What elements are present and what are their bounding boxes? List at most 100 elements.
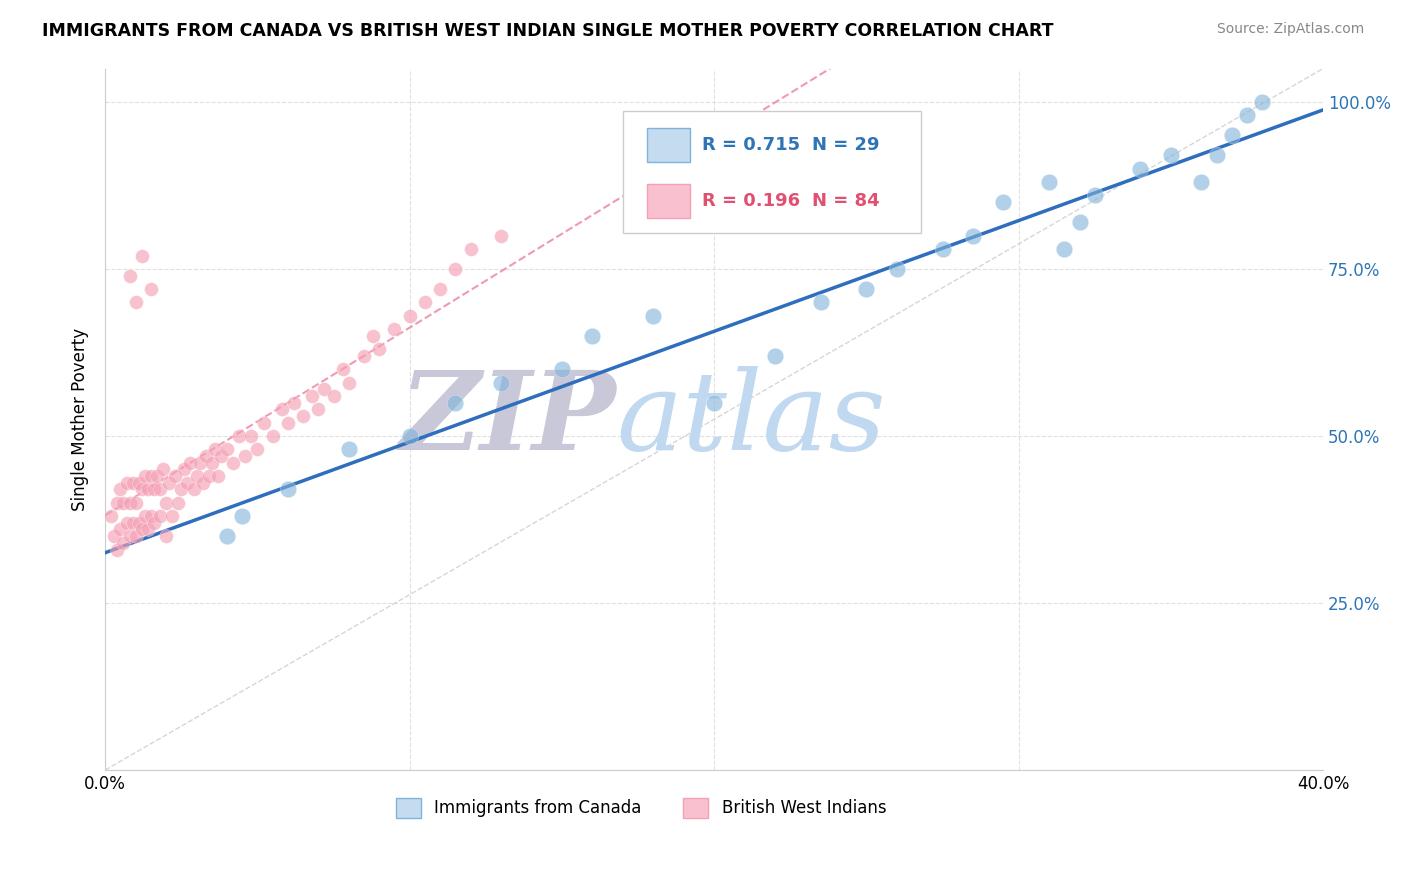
Point xyxy=(139,469,162,483)
Point xyxy=(292,409,315,423)
FancyBboxPatch shape xyxy=(623,111,921,234)
Point xyxy=(551,362,574,376)
Point xyxy=(131,483,153,497)
Point xyxy=(444,262,467,277)
Point xyxy=(444,395,467,409)
Point xyxy=(460,242,482,256)
Point xyxy=(110,523,132,537)
Text: IMMIGRANTS FROM CANADA VS BRITISH WEST INDIAN SINGLE MOTHER POVERTY CORRELATION : IMMIGRANTS FROM CANADA VS BRITISH WEST I… xyxy=(42,22,1053,40)
Point xyxy=(1084,188,1107,202)
Point xyxy=(270,402,292,417)
Legend: Immigrants from Canada, British West Indians: Immigrants from Canada, British West Ind… xyxy=(389,791,893,825)
Point xyxy=(142,483,165,497)
Point xyxy=(131,249,153,263)
Point xyxy=(240,429,263,443)
FancyBboxPatch shape xyxy=(647,185,690,218)
Point xyxy=(149,483,172,497)
Point xyxy=(128,516,150,530)
Point xyxy=(188,456,211,470)
Point xyxy=(962,228,984,243)
Point xyxy=(131,523,153,537)
Point xyxy=(186,469,208,483)
Point xyxy=(810,295,832,310)
Point xyxy=(118,529,141,543)
Point xyxy=(489,376,512,390)
Point xyxy=(1189,175,1212,189)
Point xyxy=(191,475,214,490)
Point xyxy=(1069,215,1091,229)
Point xyxy=(301,389,323,403)
Point xyxy=(215,529,238,543)
Point xyxy=(703,395,725,409)
Point xyxy=(429,282,451,296)
Point xyxy=(183,483,205,497)
Point xyxy=(155,496,177,510)
FancyBboxPatch shape xyxy=(647,128,690,161)
Point xyxy=(124,529,146,543)
Point xyxy=(1129,161,1152,176)
Point xyxy=(165,469,187,483)
Text: R = 0.196: R = 0.196 xyxy=(702,192,800,211)
Point xyxy=(179,456,201,470)
Point xyxy=(155,529,177,543)
Point xyxy=(246,442,269,457)
Point xyxy=(993,195,1015,210)
Point xyxy=(322,389,344,403)
Point xyxy=(222,456,245,470)
Point xyxy=(139,282,162,296)
Point xyxy=(581,328,603,343)
Text: Source: ZipAtlas.com: Source: ZipAtlas.com xyxy=(1216,22,1364,37)
Point xyxy=(124,496,146,510)
Point xyxy=(115,475,138,490)
Point xyxy=(368,342,391,356)
Point xyxy=(1236,108,1258,122)
Point xyxy=(100,509,122,524)
Point xyxy=(1038,175,1060,189)
Point xyxy=(112,536,135,550)
Point xyxy=(121,516,143,530)
Point xyxy=(1160,148,1182,162)
Point xyxy=(173,462,195,476)
Point xyxy=(204,442,226,457)
Point xyxy=(931,242,953,256)
Point xyxy=(209,449,232,463)
Point xyxy=(398,309,420,323)
Point xyxy=(361,328,384,343)
Point xyxy=(1251,95,1274,109)
Point xyxy=(277,483,299,497)
Point xyxy=(160,509,183,524)
Point xyxy=(110,483,132,497)
Point xyxy=(886,262,908,277)
Point xyxy=(277,416,299,430)
Point xyxy=(128,475,150,490)
Point xyxy=(139,509,162,524)
Point xyxy=(197,469,219,483)
Text: atlas: atlas xyxy=(617,366,886,473)
Point xyxy=(262,429,284,443)
Point xyxy=(1053,242,1076,256)
Point xyxy=(118,496,141,510)
Point xyxy=(134,469,156,483)
Point xyxy=(121,475,143,490)
Point xyxy=(314,382,336,396)
Point xyxy=(643,309,665,323)
Point xyxy=(170,483,193,497)
Point xyxy=(1220,128,1243,143)
Point xyxy=(201,456,224,470)
Point xyxy=(231,509,253,524)
Point xyxy=(233,449,256,463)
Point xyxy=(105,496,128,510)
Point xyxy=(194,449,217,463)
Point xyxy=(157,475,180,490)
Point xyxy=(136,483,159,497)
Point xyxy=(332,362,354,376)
Point xyxy=(228,429,250,443)
Point xyxy=(398,429,420,443)
Point xyxy=(489,228,512,243)
Point xyxy=(283,395,305,409)
Point xyxy=(152,462,174,476)
Text: N = 29: N = 29 xyxy=(811,136,879,154)
Point xyxy=(149,509,172,524)
Point xyxy=(337,376,360,390)
Point xyxy=(1205,148,1227,162)
